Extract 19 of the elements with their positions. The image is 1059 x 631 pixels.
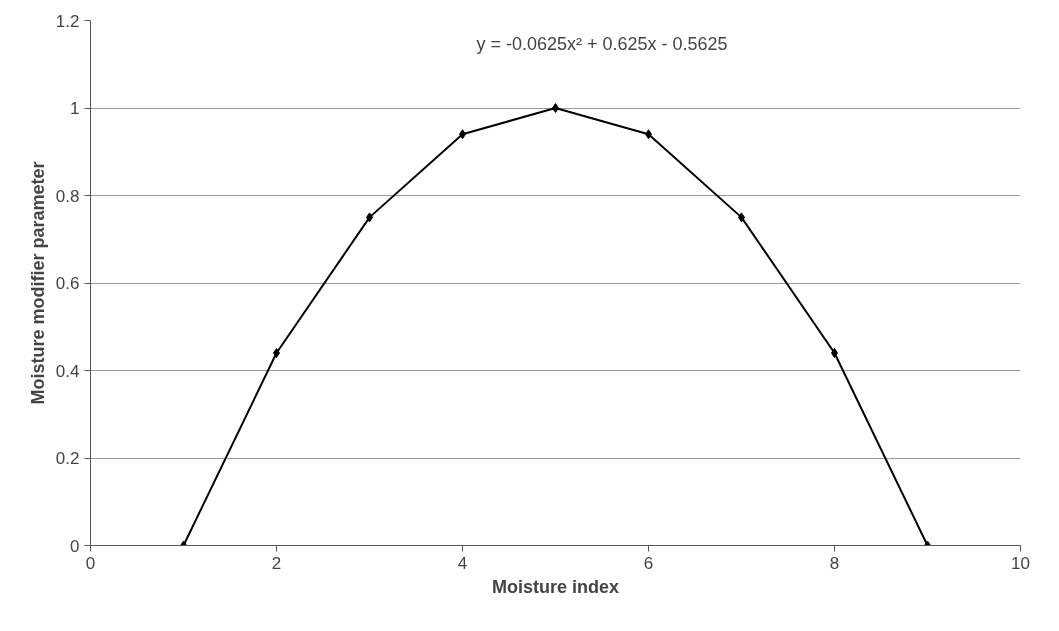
point — [831, 348, 838, 358]
x-tick-label: 6 — [643, 553, 654, 573]
x-tick-label: 10 — [1011, 553, 1030, 573]
y-tick-label: 0 — [70, 536, 80, 556]
point — [552, 103, 559, 113]
y-tick-label: 1.2 — [55, 11, 80, 31]
y-tick-label: 0.8 — [55, 186, 80, 206]
y-tick-label: 0.2 — [55, 449, 80, 468]
x-tick-label: 4 — [457, 553, 468, 573]
x-axis-title: Moisture index — [491, 576, 620, 597]
point — [273, 348, 280, 358]
y-tick-label: 1 — [70, 99, 80, 118]
y-tick-label: 0.4 — [55, 361, 80, 381]
x-tick-label: 0 — [85, 553, 96, 573]
y-axis-title: Moisture modifier parameter — [27, 161, 48, 405]
annotation: y = -0.0625x² + 0.625x - 0.5625 — [476, 33, 728, 54]
x-tick-label: 8 — [829, 553, 840, 573]
x-tick-label: 2 — [271, 553, 282, 573]
y-tick-label: 0.6 — [55, 274, 80, 293]
